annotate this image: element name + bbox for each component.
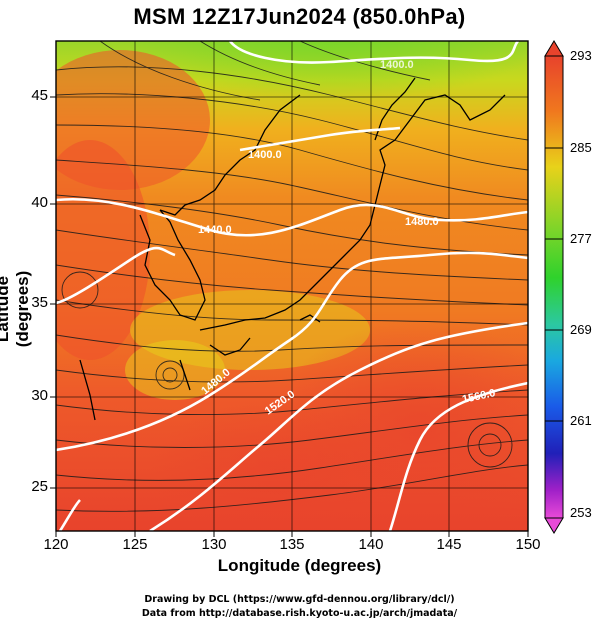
axis-ticks [50, 96, 529, 537]
contour-label: 1400.0 [380, 59, 414, 71]
colorbar-tick-label: 285 [570, 140, 592, 155]
credit-drawing: Drawing by DCL (https://www.gfd-dennou.o… [144, 594, 455, 605]
temperature-field: 1400.0 1440.0 1480.0 1480.0 1520.0 1560.… [56, 41, 528, 531]
page-title: MSM 12Z17Jun2024 (850.0hPa) [133, 4, 466, 29]
x-tick-label: 130 [201, 536, 227, 553]
lat-lon-grid [56, 41, 528, 531]
coastlines [79, 77, 506, 421]
colorbar-tick-label: 277 [570, 231, 592, 246]
x-tick-label: 120 [43, 536, 69, 553]
y-tick-label: 35 [31, 294, 48, 311]
colorbar-bottom-arrow [544, 517, 564, 534]
height-contours [56, 41, 528, 531]
x-tick-label: 145 [436, 536, 462, 553]
colorbar-tick-label: 269 [570, 322, 592, 337]
colorbar-tick-label: 261 [570, 413, 592, 428]
contour-label: 1400.0 [248, 149, 282, 161]
x-tick-label: 150 [515, 536, 541, 553]
y-tick-label: 25 [31, 478, 48, 495]
wind-streamlines [56, 41, 528, 512]
colorbar-tick-label: 253 [570, 505, 592, 520]
x-tick-label: 135 [279, 536, 305, 553]
x-axis-label: Longitude (degrees) [217, 556, 382, 575]
colorbar-tick-label: 293 [570, 48, 592, 63]
y-tick-label: 40 [31, 194, 48, 211]
colorbar-top-arrow [544, 40, 564, 57]
y-axis-label: Latitude (degrees) [0, 270, 32, 348]
x-tick-label: 125 [122, 536, 148, 553]
colorbar [544, 40, 564, 534]
contour-label: 1480.0 [405, 216, 439, 228]
credit-data: Data from http://database.rish.kyoto-u.a… [141, 608, 458, 619]
contour-label: 1440.0 [198, 224, 232, 236]
y-tick-label: 30 [31, 387, 48, 404]
x-tick-label: 140 [358, 536, 384, 553]
y-tick-label: 45 [31, 87, 48, 104]
